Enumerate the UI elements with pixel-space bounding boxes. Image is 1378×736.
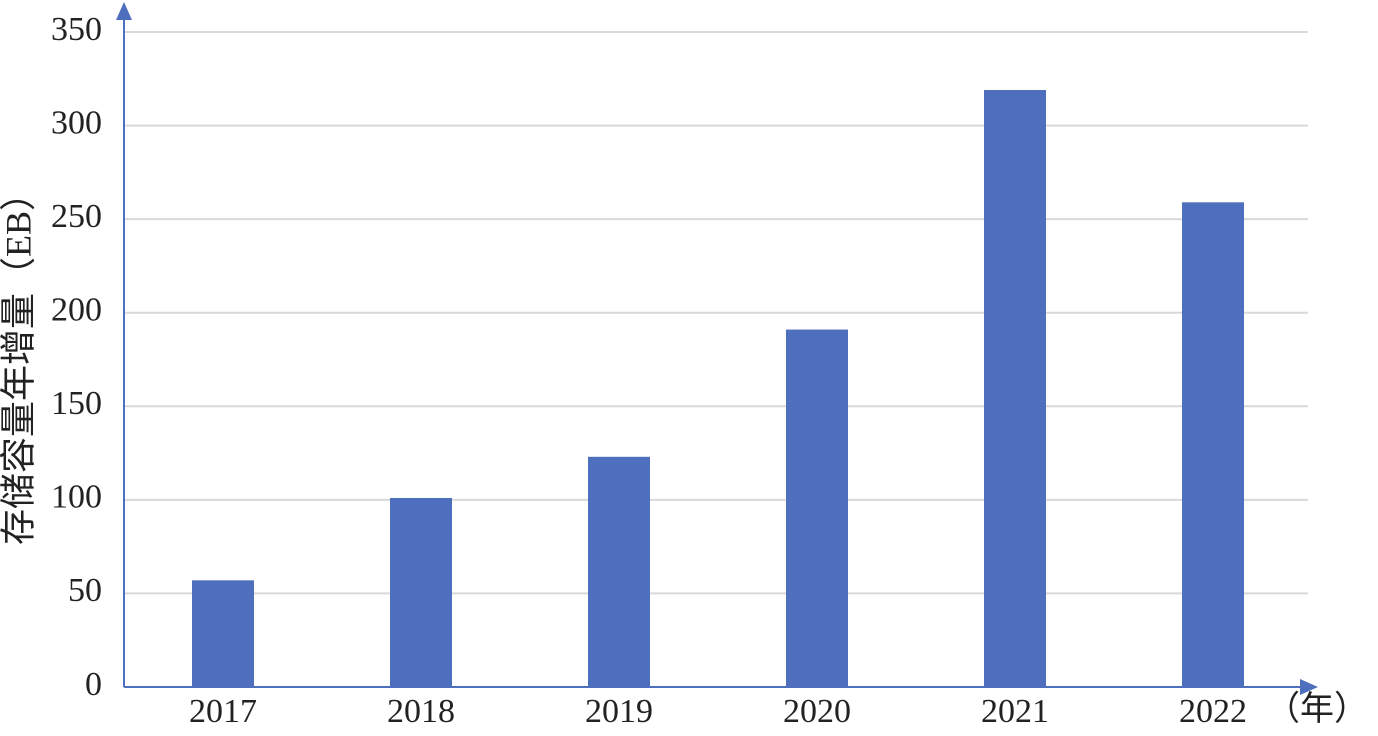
- y-tick-label: 50: [68, 572, 102, 609]
- y-axis-label: 存储容量年增量（EB）: [0, 175, 38, 545]
- x-tick-label: 2021: [981, 693, 1049, 730]
- y-tick-label: 100: [51, 479, 102, 516]
- bars: [192, 90, 1244, 688]
- y-tick-label: 250: [51, 198, 102, 235]
- bar: [786, 329, 848, 687]
- x-axis-label: （年）: [1266, 690, 1368, 728]
- x-tick-label: 2017: [189, 693, 257, 730]
- x-tick-label: 2019: [585, 693, 653, 730]
- bar: [588, 456, 650, 687]
- y-tick-label: 0: [85, 666, 102, 703]
- bar: [192, 580, 254, 687]
- y-tick-label: 200: [51, 292, 102, 329]
- x-tick-label: 2022: [1179, 693, 1247, 730]
- grid: [124, 31, 1308, 688]
- bar: [390, 497, 452, 687]
- y-tick-label: 150: [51, 385, 102, 422]
- bar: [984, 90, 1046, 687]
- bar: [1182, 202, 1244, 688]
- x-tick-label: 2020: [783, 693, 851, 730]
- y-tick-label: 350: [51, 11, 102, 48]
- x-tick-label: 2018: [387, 693, 455, 730]
- y-tick-label: 300: [51, 104, 102, 141]
